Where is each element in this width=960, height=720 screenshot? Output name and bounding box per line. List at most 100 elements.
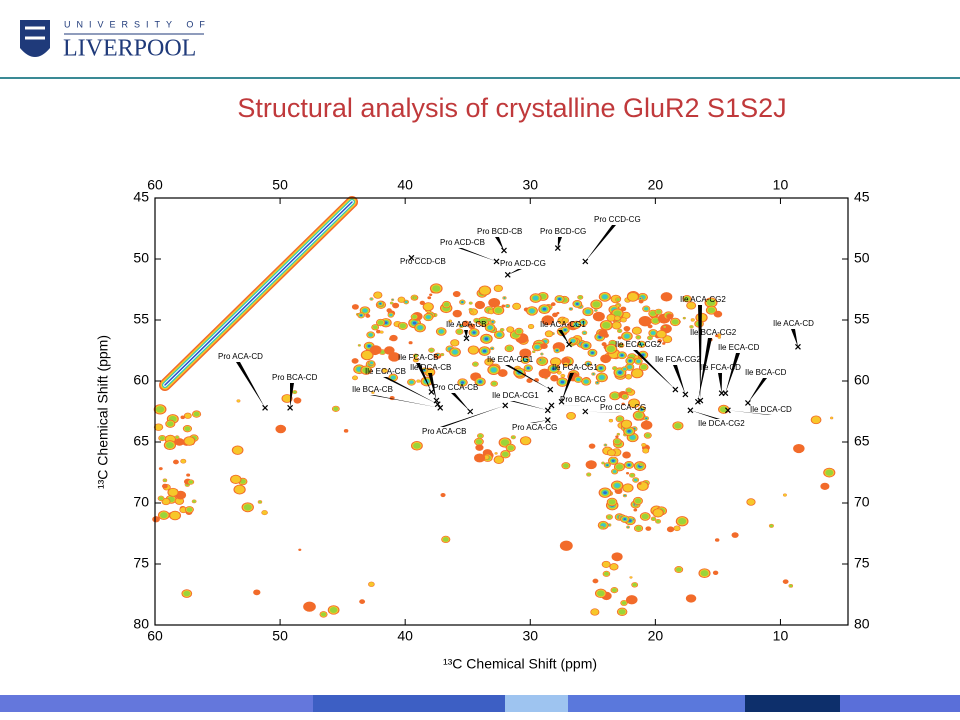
contour-blob bbox=[632, 369, 643, 378]
contour-blob bbox=[628, 359, 632, 362]
peak-marker bbox=[718, 390, 725, 397]
contour-blob bbox=[666, 526, 675, 533]
contour-blob bbox=[612, 470, 617, 473]
contour-blob bbox=[617, 433, 620, 436]
contour-blob bbox=[379, 302, 382, 305]
contour-blob bbox=[611, 588, 617, 593]
contour-blob bbox=[507, 445, 514, 451]
contour-blob bbox=[617, 416, 623, 422]
contour-blob bbox=[451, 339, 459, 346]
contour-blob bbox=[409, 380, 414, 384]
x-tick-label: 50 bbox=[272, 177, 288, 193]
contour-blob bbox=[585, 309, 591, 314]
y-tick-label: 60 bbox=[854, 372, 870, 388]
peak-label: Ile DCA-CB bbox=[410, 363, 451, 372]
contour-blob bbox=[617, 329, 622, 333]
peak-marker bbox=[582, 408, 589, 415]
contour-blob bbox=[606, 345, 616, 353]
logo-name: LIVERPOOL bbox=[63, 36, 196, 62]
contour-blob bbox=[640, 420, 653, 430]
contour-blob bbox=[469, 302, 472, 305]
peak-marker bbox=[547, 386, 554, 393]
contour-blob bbox=[232, 446, 243, 454]
logo-line: UNIVERSITY OF bbox=[64, 19, 211, 29]
pointer bbox=[747, 378, 767, 403]
contour-blob bbox=[168, 488, 178, 496]
contour-blob bbox=[731, 532, 739, 538]
contour-blob bbox=[491, 347, 493, 349]
peak-marker bbox=[262, 404, 269, 411]
x-tick-label: 20 bbox=[648, 628, 664, 644]
contour-blob bbox=[685, 594, 697, 603]
contour-blob bbox=[712, 570, 719, 575]
peak-label: Ile FCA-CG1 bbox=[552, 363, 598, 372]
contour-blob bbox=[167, 421, 174, 427]
contour-blob bbox=[613, 366, 617, 370]
pointer bbox=[510, 401, 548, 411]
contour-blob bbox=[368, 333, 373, 337]
contour-blob bbox=[648, 336, 652, 340]
contour-blob bbox=[656, 309, 662, 314]
contour-blob bbox=[625, 595, 638, 605]
contour-blob bbox=[599, 366, 603, 370]
contour-blob bbox=[592, 311, 605, 322]
peak-label: Ile FCA-CG2 bbox=[655, 355, 701, 364]
contour-blob bbox=[600, 354, 612, 364]
contour-blob bbox=[427, 296, 432, 300]
x-tick-label: 20 bbox=[648, 177, 664, 193]
x-tick-label: 30 bbox=[522, 177, 538, 193]
pointer bbox=[505, 365, 551, 390]
contour-blob bbox=[576, 377, 581, 382]
contour-blob bbox=[501, 304, 506, 308]
contour-blob bbox=[624, 334, 630, 339]
contour-blob bbox=[541, 353, 543, 355]
contour-blob bbox=[170, 511, 180, 520]
contour-blob bbox=[474, 453, 486, 463]
contour-blob bbox=[180, 459, 186, 464]
contour-blob bbox=[452, 349, 458, 355]
y-tick-label: 50 bbox=[854, 250, 870, 266]
contour-blob bbox=[398, 297, 405, 303]
footer-bar bbox=[505, 695, 568, 712]
pointer bbox=[440, 405, 506, 427]
contour-blob bbox=[390, 375, 396, 380]
contour-blob bbox=[392, 302, 400, 309]
contour-blob bbox=[156, 406, 165, 413]
contour-blob bbox=[414, 296, 418, 300]
peak-marker bbox=[467, 408, 474, 415]
contour-blob bbox=[520, 437, 531, 445]
peak-marker bbox=[724, 407, 731, 414]
peak-label: Pro BCA-CG bbox=[560, 395, 606, 404]
contour-blob bbox=[638, 299, 644, 304]
contour-blob bbox=[528, 324, 534, 329]
contour-blob bbox=[641, 513, 649, 520]
contour-blob bbox=[516, 329, 522, 334]
contour-blob bbox=[478, 380, 482, 383]
contours bbox=[152, 196, 836, 618]
contour-blob bbox=[413, 358, 419, 363]
contour-blob bbox=[161, 483, 168, 489]
contour-blob bbox=[652, 318, 659, 324]
contour-blob bbox=[570, 339, 576, 343]
contour-blob bbox=[404, 300, 408, 304]
contour-blob bbox=[634, 355, 639, 359]
contour-blob bbox=[623, 518, 627, 521]
pointer bbox=[697, 338, 712, 402]
contour-blob bbox=[166, 441, 174, 449]
contour-blob bbox=[488, 297, 501, 308]
contour-blob bbox=[152, 516, 160, 523]
contour-blob bbox=[494, 285, 503, 292]
slide-title: Structural analysis of crystalline GluR2… bbox=[237, 93, 786, 123]
contour-blob bbox=[552, 312, 558, 318]
contour-blob bbox=[154, 424, 163, 431]
contour-blob bbox=[389, 395, 395, 401]
peak-label: Ile FCA-CD bbox=[700, 363, 741, 372]
contour-blob bbox=[541, 315, 555, 326]
contour-blob bbox=[607, 515, 612, 519]
peak-marker bbox=[566, 341, 572, 348]
peak-label: Ile ECA-CD bbox=[718, 343, 760, 352]
contour-blob bbox=[645, 433, 651, 438]
contour-blob bbox=[626, 388, 632, 393]
contour-blob bbox=[243, 504, 252, 511]
contour-blob bbox=[639, 297, 642, 299]
